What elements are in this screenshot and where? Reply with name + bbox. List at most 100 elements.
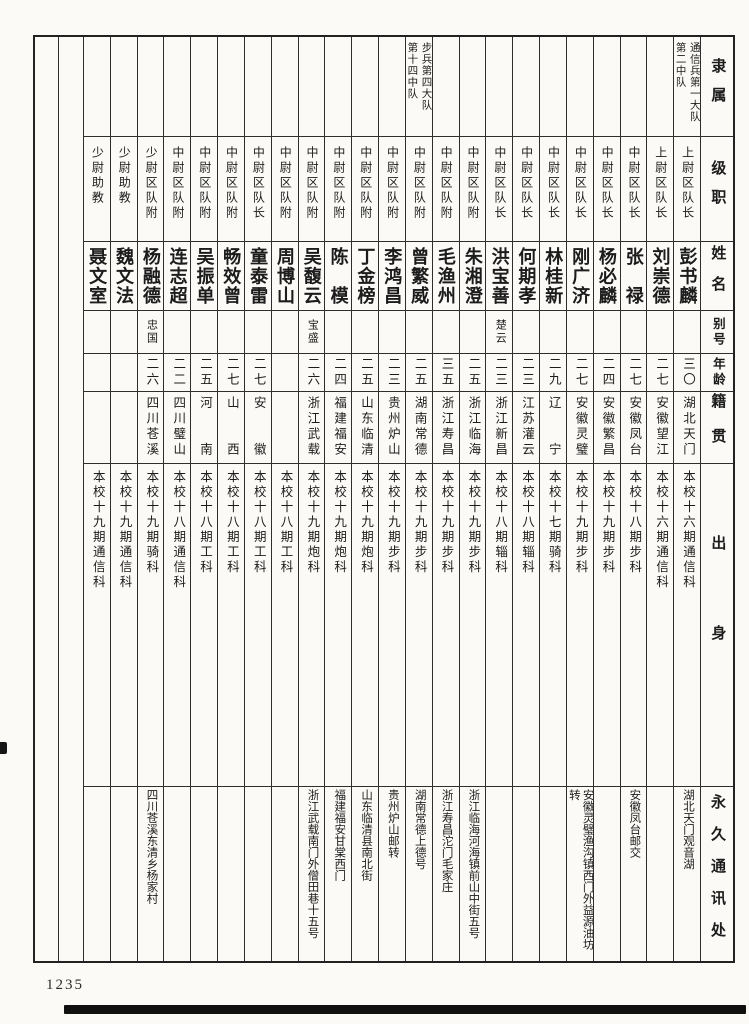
- native-cell: 辽 宁: [540, 392, 566, 464]
- affil-cell: 步兵第四大队 第十四中队: [405, 37, 432, 137]
- rank-cell: 中尉区队附: [191, 137, 218, 242]
- empty-column: [58, 37, 83, 961]
- affil-cell: [620, 37, 647, 137]
- name-cell: 魏文法: [110, 242, 137, 311]
- rank-cell: 上尉区队长: [647, 137, 674, 242]
- age-cell: 二七: [647, 354, 674, 392]
- addr-cell: 安徽凤台邮交: [628, 789, 641, 858]
- age-cell: 二三: [486, 354, 513, 392]
- native-cell: 安徽望江: [647, 392, 674, 464]
- affil-cell: [593, 37, 620, 137]
- native-cell: [110, 392, 137, 464]
- name-cell: 畅效曾: [218, 242, 244, 311]
- age-cell: 二四: [325, 354, 352, 392]
- alias-cell: [540, 311, 566, 354]
- origin-cell: 本校十九期炮科: [298, 464, 325, 787]
- rank-cell: 中尉区队长: [620, 137, 647, 242]
- addr-cell: 贵州炉山邮转: [386, 789, 399, 858]
- origin-cell: 本校十八期工科: [271, 464, 298, 787]
- age-cell: 二三: [513, 354, 540, 392]
- rank-cell: 上尉区队长: [674, 137, 701, 242]
- rank-cell: 中尉区队长: [566, 137, 593, 242]
- alias-cell: [566, 311, 593, 354]
- origin-cell: 本校十九期步科: [405, 464, 432, 787]
- alias-cell: [620, 311, 647, 354]
- origin-cell: 本校十九期步科: [379, 464, 405, 787]
- person-column: 中尉区队附 朱湘澄 二五 浙江临海 本校十九期步科 浙江临海河海镇前山中街五号: [458, 37, 486, 961]
- person-column: 少尉助教 聂文室 本校十九期通信科: [83, 37, 110, 961]
- addr-cell: [111, 787, 137, 961]
- person-column: 中尉区队长 林桂新 二九辽 宁本校十七期骑科: [539, 37, 566, 961]
- rank-cell: 少尉区队附: [137, 137, 164, 242]
- age-cell: 二五: [459, 354, 486, 392]
- origin-cell: 本校十八期辎科: [513, 464, 540, 787]
- age-cell: [271, 354, 298, 392]
- native-cell: 四川苍溪: [137, 392, 164, 464]
- person-column: 中尉区队长 童泰雷 二七安 徽本校十八期工科: [243, 37, 271, 961]
- rank-cell: 中尉区队附: [298, 137, 325, 242]
- name-cell: 杨融德: [137, 242, 164, 311]
- person-column: 中尉区队长 何期孝 二三 江苏灌云 本校十八期辎科: [512, 37, 540, 961]
- alias-cell: [164, 311, 191, 354]
- addr-cell: 四川苍溪东清乡杨家村: [145, 789, 158, 904]
- alias-cell: [459, 311, 486, 354]
- alias-cell: [244, 311, 271, 354]
- name-cell: 曾繁威: [405, 242, 432, 311]
- alias-cell: 忠国: [137, 311, 164, 354]
- affil-cell: [271, 37, 298, 137]
- name-cell: 李鸿昌: [379, 242, 405, 311]
- bottom-scan-bar: [64, 1005, 746, 1014]
- addr-cell: 湖南常德上德号: [413, 789, 426, 870]
- row-header-age: 年龄: [701, 354, 734, 392]
- rank-cell: 中尉区队长: [593, 137, 620, 242]
- age-cell: 二五: [191, 354, 218, 392]
- rank-cell: 中尉区队长: [513, 137, 540, 242]
- addr-cell: [540, 787, 566, 961]
- affil-cell: [379, 37, 405, 137]
- native-cell: 四川璧山: [164, 392, 191, 464]
- person-column: 中尉区队附 周博山本校十八期工科: [270, 37, 298, 961]
- rank-cell: 中尉区队附: [164, 137, 191, 242]
- affil-cell: [325, 37, 352, 137]
- addr-cell: 安徽灵璧渔沟镇西门外益源油坊转: [567, 789, 593, 950]
- rank-cell: 中尉区队附: [325, 137, 352, 242]
- age-cell: 二七: [244, 354, 271, 392]
- name-cell: 林桂新: [540, 242, 566, 311]
- name-cell: 洪宝善: [486, 242, 513, 311]
- affil-cell: [137, 37, 164, 137]
- alias-cell: [674, 311, 701, 354]
- affil-cell: [459, 37, 486, 137]
- native-cell: 山东临清: [352, 392, 379, 464]
- addr-cell: 山东临清县南北街: [360, 789, 373, 881]
- addr-cell: 福建福安甘棠西门: [333, 789, 346, 881]
- row-header-affiliation: 隶属: [701, 37, 734, 137]
- affiliation-line: 第十四中队: [406, 42, 418, 100]
- affiliation-line: 第二中队: [674, 42, 686, 88]
- native-cell: 贵州炉山: [379, 392, 405, 464]
- addr-cell: [486, 787, 512, 961]
- origin-cell: 本校十六期通信科: [674, 464, 701, 787]
- origin-cell: 本校十九期步科: [432, 464, 459, 787]
- alias-cell: 楚云: [486, 311, 513, 354]
- rank-cell: 中尉区队附: [218, 137, 244, 242]
- age-cell: [84, 354, 110, 392]
- affil-cell: [486, 37, 513, 137]
- person-column: 中尉区队附陈 模二四 福建福安 本校十九期炮科 福建福安甘棠西门: [324, 37, 352, 961]
- name-cell: 周博山: [271, 242, 298, 311]
- row-header-origin: 出身: [701, 464, 734, 787]
- origin-cell: 本校十八期工科: [244, 464, 271, 787]
- addr-cell: [245, 787, 271, 961]
- rank-cell: 中尉区队附: [379, 137, 405, 242]
- age-cell: 二四: [593, 354, 620, 392]
- left-edge-scan-mark: [0, 742, 7, 754]
- native-cell: 山 西: [218, 392, 244, 464]
- name-cell: 彭书麟: [674, 242, 701, 311]
- rank-cell: 中尉区队附: [271, 137, 298, 242]
- age-cell: 二二: [164, 354, 191, 392]
- origin-cell: 本校十九期步科: [566, 464, 593, 787]
- affil-cell: [513, 37, 540, 137]
- alias-cell: [647, 311, 674, 354]
- rank-cell: 中尉区队附: [432, 137, 459, 242]
- rank-cell: 中尉区队长: [486, 137, 513, 242]
- addr-cell: [218, 787, 244, 961]
